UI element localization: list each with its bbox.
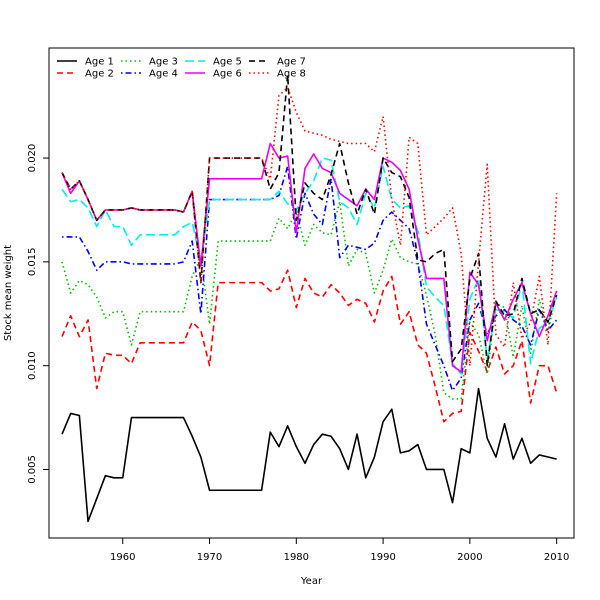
legend-label: Age 4	[149, 69, 178, 80]
series-line-age-5	[61, 157, 558, 375]
x-tick-label: 2000	[457, 552, 482, 563]
series-line-age-8	[61, 86, 558, 367]
legend-item-age-5: Age 5	[185, 57, 242, 68]
x-tick-label: 1970	[197, 552, 222, 563]
legend-item-age-6: Age 6	[185, 69, 242, 80]
series-line-age-2	[61, 269, 558, 423]
legend-label: Age 3	[149, 57, 178, 68]
y-tick-label: 0.010	[27, 351, 38, 380]
legend-item-age-1: Age 1	[57, 57, 114, 68]
x-axis-title: Year	[300, 576, 323, 587]
series-line-age-4	[62, 165, 558, 392]
y-axis-title: Stock mean weight	[3, 245, 14, 341]
x-axis: 1960 1970 1980 1990 2000 2010	[110, 538, 569, 563]
x-tick-label: 1980	[284, 552, 309, 563]
x-tick-label: 1990	[370, 552, 395, 563]
legend-label: Age 5	[213, 57, 242, 68]
legend-label: Age 6	[213, 69, 242, 80]
plot-frame	[48, 47, 575, 539]
legend-label: Age 7	[277, 57, 306, 68]
y-axis: 0.005 0.010 0.015 0.020	[27, 144, 49, 484]
x-tick-label: 1960	[110, 552, 135, 563]
y-tick-label: 0.005	[27, 455, 38, 484]
legend-item-age-7: Age 7	[249, 57, 306, 68]
legend-item-age-2: Age 2	[57, 69, 114, 80]
legend-item-age-3: Age 3	[121, 57, 178, 68]
x-tick-label: 2010	[544, 552, 569, 563]
legend-item-age-4: Age 4	[121, 69, 178, 80]
legend-label: Age 1	[85, 57, 114, 68]
legend-item-age-8: Age 8	[249, 69, 306, 80]
y-tick-label: 0.020	[27, 144, 38, 173]
series-line-age-6	[61, 142, 558, 373]
legend-label: Age 2	[85, 69, 114, 80]
legend-label: Age 8	[277, 69, 306, 80]
series-lines	[61, 74, 558, 523]
y-tick-label: 0.015	[27, 248, 38, 277]
series-line-age-7	[61, 74, 558, 367]
series-line-age-1	[61, 387, 557, 523]
